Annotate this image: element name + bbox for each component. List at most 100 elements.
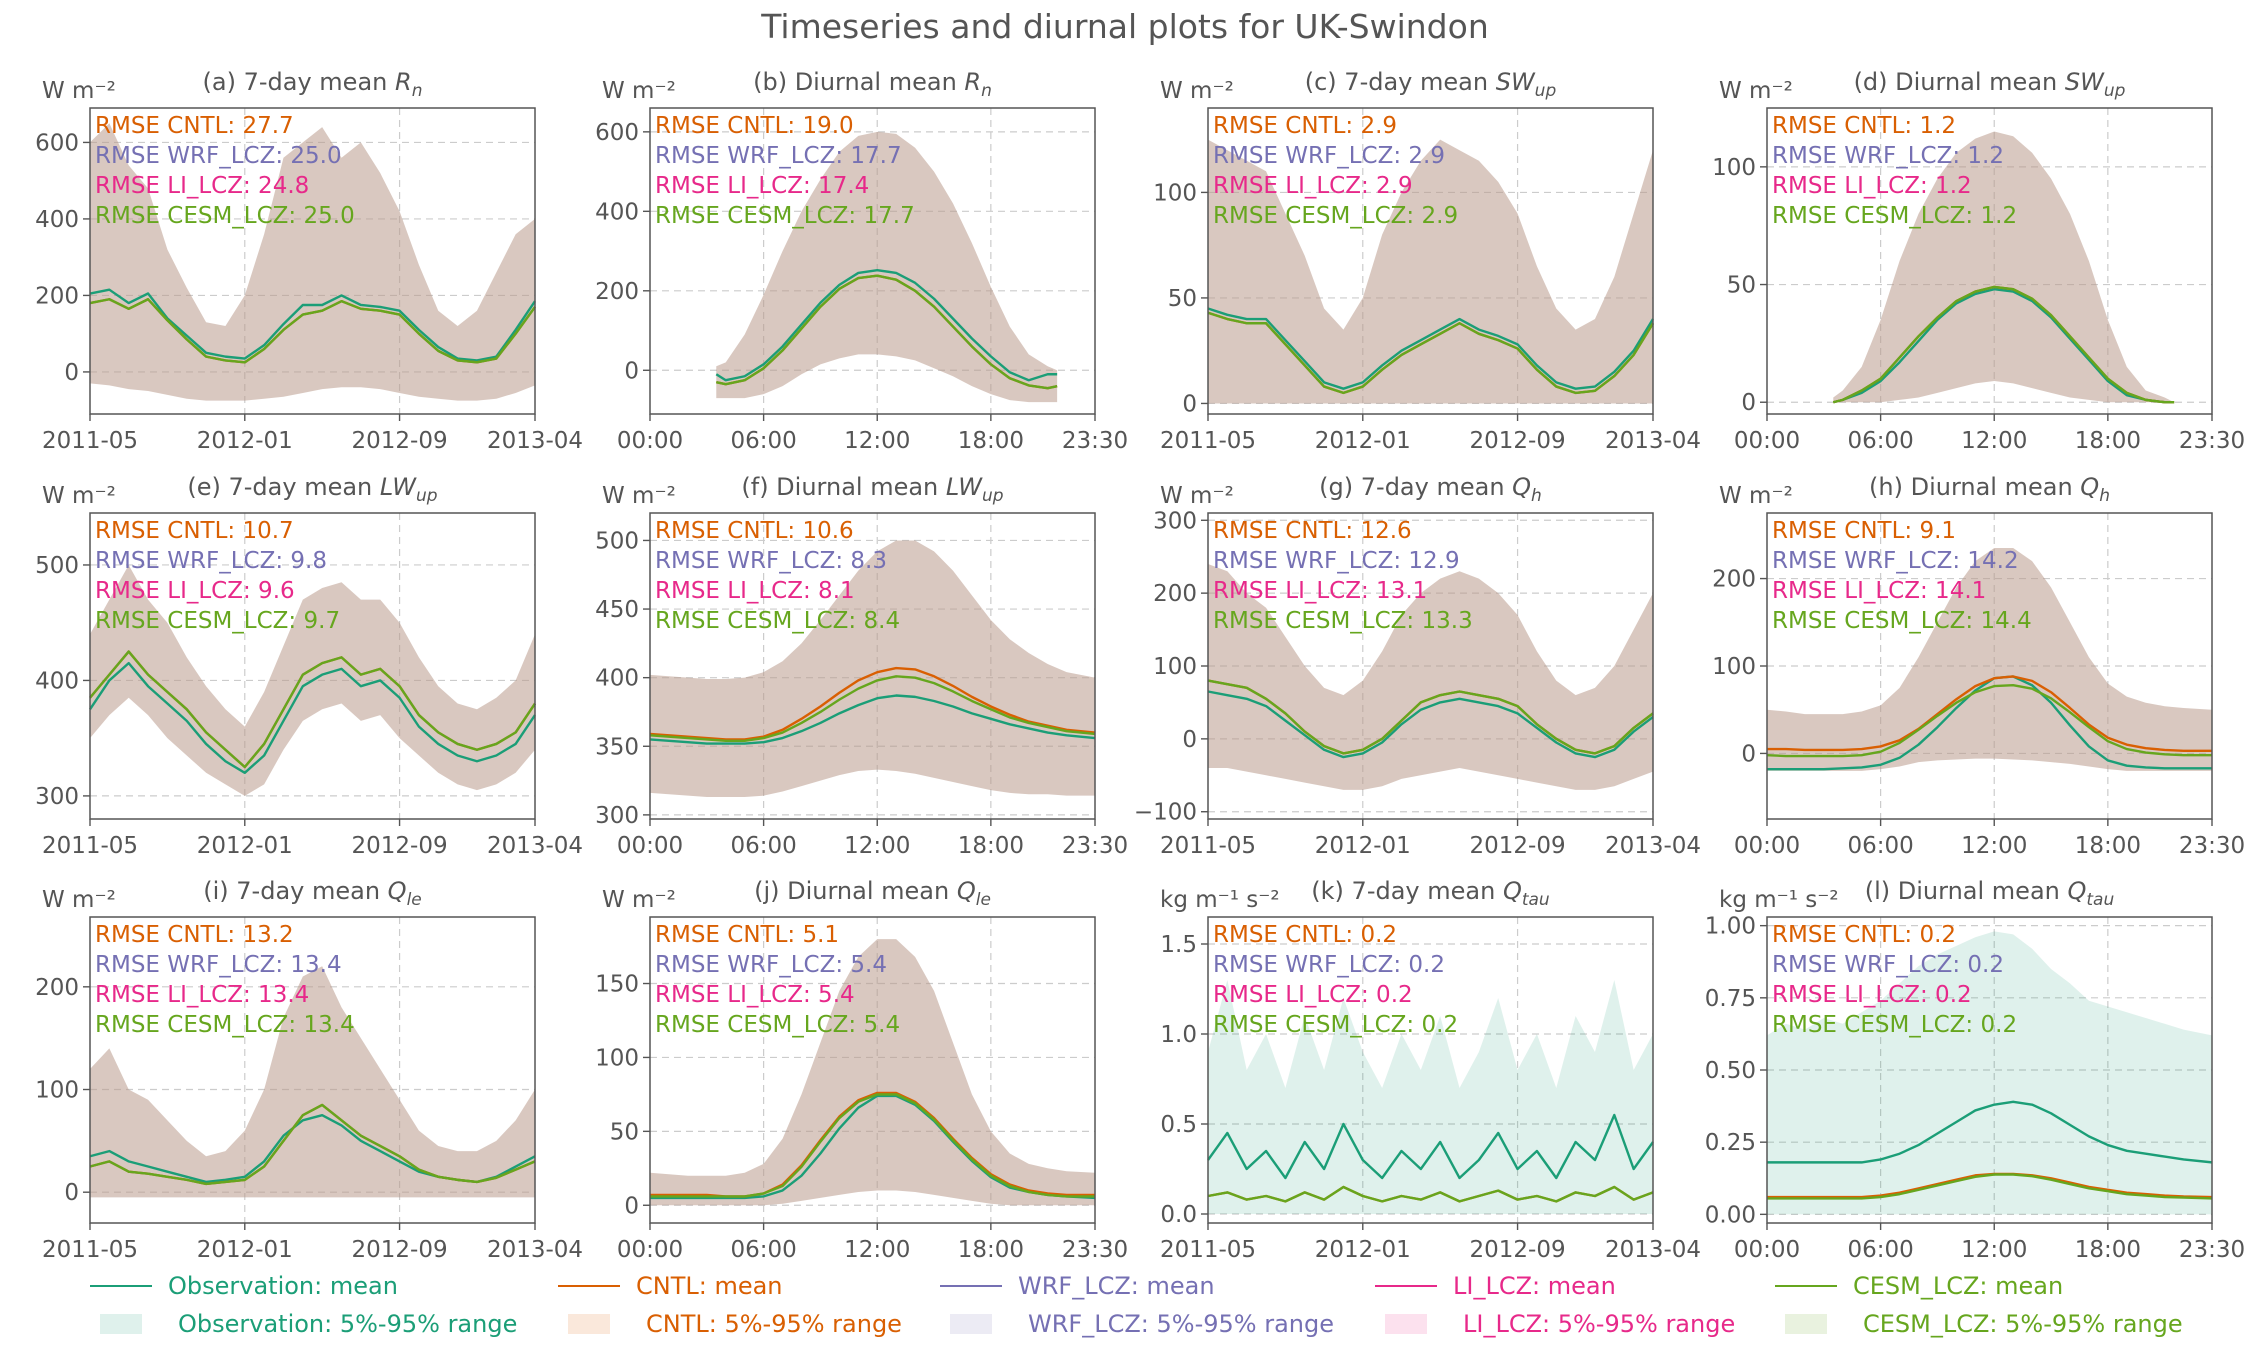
rmse-label-li_lcz: RMSE LI_LCZ: 17.4	[655, 173, 869, 199]
chart-panel-f: 300 350 400 450 500 00:00 06:00 12:00 18:00 23:30…	[595, 473, 1128, 859]
range-band-cntl	[1833, 131, 2175, 403]
rmse-label-li_lcz: RMSE LI_LCZ: 5.4	[655, 982, 855, 1008]
mean-line-cesm_lcz	[1832, 285, 2175, 404]
x-tick-label: 2012-01	[197, 1237, 293, 1263]
plot-frame	[89, 512, 536, 820]
y-axis-label: W m⁻²	[42, 483, 116, 509]
x-tick-label: 2012-09	[1470, 1237, 1566, 1263]
rmse-label-cntl: RMSE CNTL: 0.2	[1772, 922, 1956, 948]
rmse-label-wrf_lcz: RMSE WRF_LCZ: 9.8	[95, 548, 327, 574]
rmse-label-cesm_lcz: RMSE CESM_LCZ: 25.0	[95, 203, 355, 229]
y-tick-label: 1.0	[1160, 1022, 1197, 1048]
rmse-label-cesm_lcz: RMSE CESM_LCZ: 8.4	[655, 608, 900, 634]
rmse-label-wrf_lcz: RMSE WRF_LCZ: 1.2	[1772, 143, 2004, 169]
y-tick-label: 0.00	[1705, 1202, 1756, 1228]
rmse-label-li_lcz: RMSE LI_LCZ: 24.8	[95, 173, 309, 199]
plot-frame	[649, 916, 1096, 1224]
x-tick-label: 2013-04	[487, 428, 583, 454]
rmse-label-cesm_lcz: RMSE CESM_LCZ: 2.9	[1213, 203, 1458, 229]
legend-range-observation: Observation: 5%-95% range	[90, 1306, 517, 1342]
x-tick-label: 06:00	[1847, 1237, 1913, 1263]
legend-range-cntl: CNTL: 5%-95% range	[558, 1306, 902, 1342]
legend-range-wrf_lcz: WRF_LCZ: 5%-95% range	[940, 1306, 1334, 1342]
rmse-label-wrf_lcz: RMSE WRF_LCZ: 2.9	[1213, 143, 1445, 169]
y-tick-label: 0	[1741, 741, 1756, 767]
x-tick-label: 12:00	[844, 833, 910, 859]
x-tick-label: 2012-09	[352, 833, 448, 859]
rmse-label-cesm_lcz: RMSE CESM_LCZ: 9.7	[95, 608, 340, 634]
y-tick-label: −100	[1134, 800, 1197, 826]
mean-line-cntl	[1767, 675, 2212, 753]
y-axis-label: W m⁻²	[602, 78, 676, 104]
rmse-label-cesm_lcz: RMSE CESM_LCZ: 1.2	[1772, 203, 2017, 229]
y-tick-label: 0	[1182, 391, 1197, 417]
y-tick-label: 600	[35, 130, 79, 156]
y-tick-label: 400	[35, 207, 79, 233]
legend-label: LI_LCZ: 5%-95% range	[1463, 1310, 1736, 1338]
legend-line-swatch	[1775, 1285, 1837, 1287]
mean-line-cesm_lcz	[650, 1093, 1095, 1198]
x-tick-label: 23:30	[1062, 833, 1128, 859]
legend-mean-li_lcz: LI_LCZ: mean	[1375, 1268, 1616, 1304]
rmse-label-cesm_lcz: RMSE CESM_LCZ: 14.4	[1772, 608, 2032, 634]
y-tick-label: 350	[595, 734, 639, 760]
legend-line-swatch	[940, 1285, 1002, 1287]
chart-panel-e: 300 400 500 2011-05 2012-01 2012-09 2013-04 W m…	[35, 473, 583, 859]
x-tick-label: 2012-01	[1315, 428, 1411, 454]
x-tick-label: 18:00	[2075, 1237, 2141, 1263]
mean-line-observation	[1207, 307, 1655, 390]
y-axis-label: W m⁻²	[602, 887, 676, 913]
x-tick-label: 06:00	[730, 1237, 796, 1263]
rmse-label-cntl: RMSE CNTL: 5.1	[655, 922, 839, 948]
x-tick-label: 12:00	[1961, 1237, 2027, 1263]
x-tick-label: 2012-09	[352, 1237, 448, 1263]
x-tick-label: 2013-04	[1605, 833, 1701, 859]
range-band-cntl	[1208, 139, 1653, 404]
mean-line-cesm_lcz	[1767, 1173, 2213, 1200]
rmse-label-wrf_lcz: RMSE WRF_LCZ: 17.7	[655, 143, 902, 169]
y-tick-label: 0.0	[1160, 1202, 1197, 1228]
mean-line-observation	[1767, 675, 2212, 771]
x-tick-label: 18:00	[2075, 428, 2141, 454]
rmse-label-wrf_lcz: RMSE WRF_LCZ: 12.9	[1213, 548, 1460, 574]
legend-mean-cesm_lcz: CESM_LCZ: mean	[1775, 1268, 2063, 1304]
x-tick-label: 2012-01	[197, 428, 293, 454]
rmse-label-wrf_lcz: RMSE WRF_LCZ: 14.2	[1772, 548, 2019, 574]
y-tick-label: 50	[610, 1119, 639, 1145]
x-tick-label: 2011-05	[1160, 1237, 1256, 1263]
mean-line-cesm_lcz	[1766, 684, 2212, 758]
x-tick-label: 12:00	[844, 428, 910, 454]
rmse-label-cntl: RMSE CNTL: 12.6	[1213, 518, 1412, 544]
range-band-observation	[1208, 980, 1653, 1214]
range-band-cntl	[1767, 547, 2212, 771]
rmse-label-li_lcz: RMSE LI_LCZ: 0.2	[1213, 982, 1413, 1008]
y-axis-label: W m⁻²	[1719, 483, 1793, 509]
rmse-label-li_lcz: RMSE LI_LCZ: 13.1	[1213, 578, 1427, 604]
range-band-cntl	[650, 939, 1095, 1206]
legend-mean-cntl: CNTL: mean	[558, 1268, 783, 1304]
range-band-cntl	[90, 123, 535, 401]
y-tick-label: 300	[1153, 508, 1197, 534]
legend-mean-wrf_lcz: WRF_LCZ: mean	[940, 1268, 1215, 1304]
legend-label: CNTL: 5%-95% range	[646, 1310, 902, 1338]
chart-panel-i: 0 100 200 2011-05 2012-01 2012-09 2013-04 W m⁻²…	[35, 877, 583, 1263]
rmse-label-cntl: RMSE CNTL: 0.2	[1213, 922, 1397, 948]
rmse-label-cesm_lcz: RMSE CESM_LCZ: 0.2	[1772, 1012, 2017, 1038]
x-tick-label: 2013-04	[487, 1237, 583, 1263]
chart-panel-j: 0 50 100 150 00:00 06:00 12:00 18:00 23:30 W m⁻² (…	[595, 877, 1128, 1263]
y-axis-label: kg m⁻¹ s⁻²	[1160, 887, 1280, 913]
x-tick-label: 23:30	[1062, 1237, 1128, 1263]
plot-frame	[89, 107, 536, 415]
x-tick-label: 2012-09	[352, 428, 448, 454]
y-tick-label: 100	[1712, 155, 1756, 181]
rmse-label-cntl: RMSE CNTL: 2.9	[1213, 113, 1397, 139]
x-tick-label: 12:00	[1961, 428, 2027, 454]
x-tick-label: 2012-09	[1470, 428, 1566, 454]
legend-label: WRF_LCZ: 5%-95% range	[1028, 1310, 1334, 1338]
x-tick-label: 00:00	[1734, 833, 1800, 859]
x-tick-label: 2013-04	[487, 833, 583, 859]
chart-panel-d: 0 50 100 00:00 06:00 12:00 18:00 23:30 W m⁻² (d) …	[1712, 68, 2245, 454]
x-tick-label: 2011-05	[42, 1237, 138, 1263]
y-tick-label: 0	[64, 1180, 79, 1206]
x-tick-label: 2011-05	[1160, 428, 1256, 454]
